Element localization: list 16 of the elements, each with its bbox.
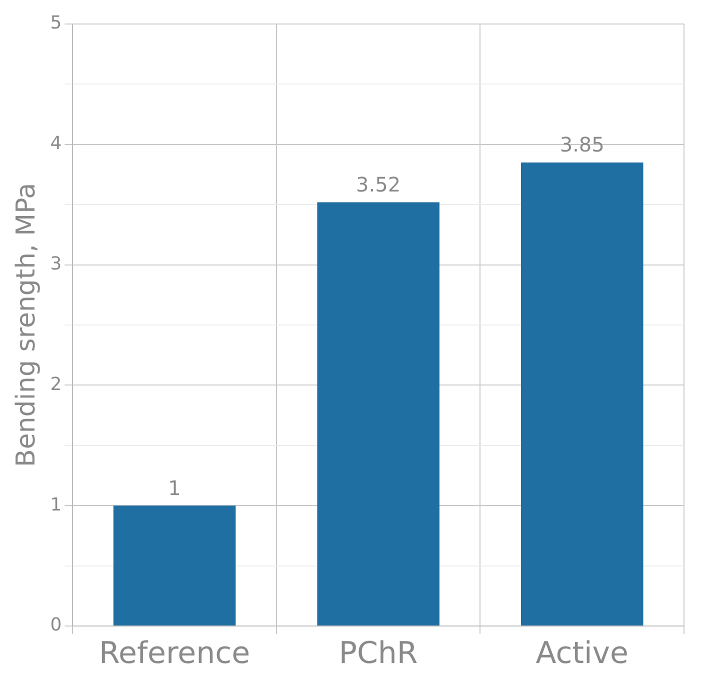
bar: [520, 162, 644, 626]
data-label: 3.52: [356, 172, 401, 196]
y-tick-label: 1: [50, 494, 62, 516]
bar: [317, 202, 440, 626]
x-tick-label: PChR: [338, 636, 418, 671]
y-tick-label: 4: [50, 133, 62, 154]
x-tick-label: Active: [536, 636, 629, 671]
y-tick-label: 2: [50, 374, 62, 395]
data-label: 3.85: [560, 132, 604, 157]
data-label: 1: [168, 476, 181, 500]
y-axis-title: Bending srength, MPa: [11, 182, 42, 468]
y-tick-label: 0: [50, 614, 62, 636]
y-tick-label: 3: [50, 253, 62, 274]
y-tick-label: 5: [50, 12, 62, 34]
x-tick-label: Reference: [99, 636, 250, 671]
bar: [113, 506, 236, 626]
